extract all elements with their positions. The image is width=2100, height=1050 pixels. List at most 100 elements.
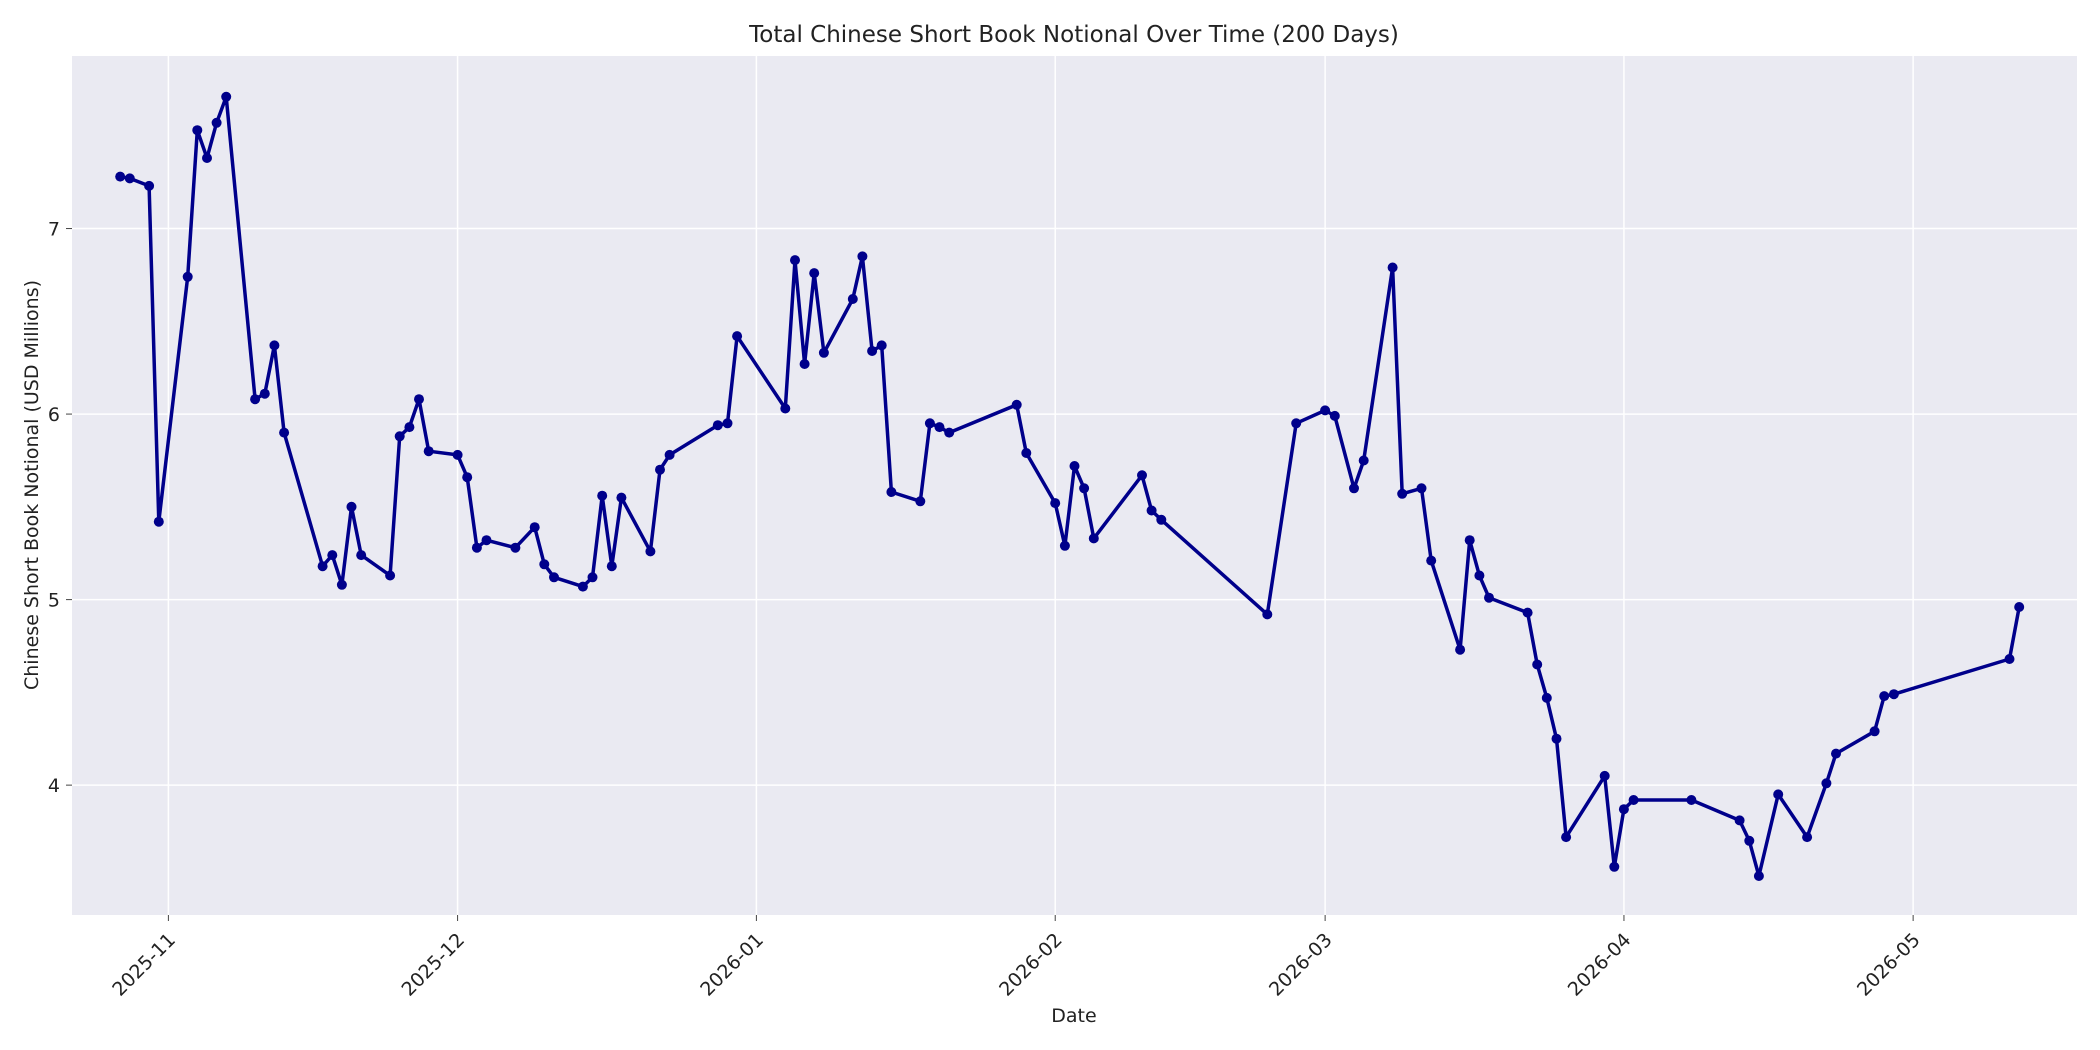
data-point [1551,733,1562,744]
data-point [1387,262,1398,273]
data-point [1821,778,1832,789]
data-point [606,561,617,572]
data-point [587,572,598,583]
data-point [269,340,280,351]
data-point [481,535,492,546]
data-point [1349,483,1359,494]
data-point [414,394,424,405]
data-point [510,542,521,553]
data-point [857,251,868,262]
data-point [385,570,396,581]
data-point [886,487,897,497]
data-point [1609,861,1620,872]
data-point [712,420,723,431]
data-point [847,294,858,304]
data-point [153,516,164,527]
data-point [1416,483,1427,494]
data-point [394,431,405,442]
data-point [327,550,338,561]
data-point [250,394,261,405]
data-point [809,268,820,279]
y-tick-label: 7 [48,219,60,241]
data-series [115,91,2025,881]
data-point [1484,592,1494,603]
data-point [2014,602,2025,612]
data-point [780,403,791,414]
data-point [211,117,222,128]
data-point [934,422,945,433]
data-point [124,173,135,184]
data-point [182,271,193,282]
data-point [1464,535,1475,546]
data-point [1079,483,1090,494]
y-tick-label: 6 [48,404,60,426]
y-axis-label: Chinese Short Book Notional (USD Million… [21,280,43,690]
data-point [1869,726,1880,737]
data-point [452,449,463,460]
data-point [462,472,473,483]
data-point [664,449,675,460]
data-point [1753,871,1764,881]
data-point [944,427,955,438]
data-point [876,340,887,351]
data-point [529,522,540,533]
data-point [616,492,627,503]
data-point [1050,498,1061,509]
data-point [577,581,588,592]
data-point [1831,748,1841,759]
data-point [192,125,203,136]
data-point [1522,607,1533,618]
data-point [1734,815,1745,826]
data-point [1628,795,1639,805]
data-point [1291,418,1302,429]
data-point [1888,689,1899,700]
data-point [202,153,212,163]
data-point [1329,410,1340,421]
data-point [336,579,347,590]
data-point [2004,654,2015,664]
series-line [118,95,2021,878]
data-point [867,346,878,356]
data-point [549,572,559,583]
data-point [346,501,357,512]
chart-title: Total Chinese Short Book Notional Over T… [748,22,1399,48]
data-point [1599,770,1610,781]
data-point [539,559,550,570]
y-tick-label: 5 [48,590,60,612]
data-point [1879,691,1890,702]
data-point [1156,514,1167,525]
data-point [1088,533,1099,544]
data-point [259,388,270,399]
data-point [1532,659,1543,670]
plot-area [72,56,2077,915]
data-point [799,359,810,369]
data-point [356,550,367,561]
data-point [1744,835,1755,846]
data-point [1561,832,1572,843]
data-point [1021,448,1032,458]
data-point [597,490,608,501]
data-point [655,464,665,475]
data-point [1011,399,1022,410]
data-point [1455,644,1466,655]
data-point [1426,555,1437,566]
data-point [1618,804,1629,815]
data-point [144,180,155,191]
data-point [317,561,328,572]
data-point [221,91,232,102]
data-point [1802,832,1813,843]
data-point [1146,505,1157,516]
data-point [790,255,800,266]
data-point [732,331,743,342]
data-point [471,542,482,553]
data-point [1069,461,1080,471]
data-point [404,422,415,433]
data-point [722,418,733,429]
data-point [1320,405,1331,416]
data-point [1262,609,1273,620]
data-point [279,427,290,438]
x-axis-label: Date [1051,1005,1096,1027]
data-point [645,546,656,557]
